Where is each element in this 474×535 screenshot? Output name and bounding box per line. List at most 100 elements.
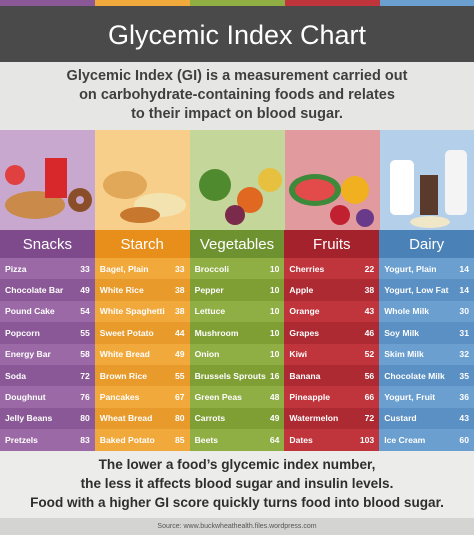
food-row: Sweet Potato 44 [94, 322, 190, 344]
food-row: Green Peas 48 [189, 386, 285, 408]
gi-value: 64 [269, 434, 280, 445]
food-name: Watermelon [289, 413, 339, 424]
food-name: Doughnut [5, 392, 46, 403]
food-column: Vegetables Broccoli 10 Pepper 10 Lettuce 10 Mus… [189, 230, 285, 451]
food-name: Beets [194, 434, 218, 445]
food-name: Bagel, Plain [99, 263, 149, 274]
food-name: Brussels Sprouts [194, 370, 266, 381]
gi-value: 49 [80, 285, 90, 296]
gi-value: 76 [80, 392, 90, 403]
food-row: Broccoli 10 [189, 258, 285, 280]
food-row: Chocolate Milk 35 [379, 364, 474, 387]
gi-value: 46 [364, 327, 375, 338]
gi-value: 14 [459, 263, 469, 274]
food-name: Lettuce [194, 306, 226, 317]
column-header: Fruits [284, 230, 380, 258]
gi-value: 43 [459, 413, 469, 424]
food-row: Energy Bar 58 [0, 343, 95, 365]
food-name: Orange [289, 306, 320, 317]
gi-value: 14 [459, 285, 469, 296]
intro-line: on carbohydrate-containing foods and rel… [79, 87, 395, 103]
food-name: Carrots [194, 413, 226, 424]
gi-value: 67 [175, 392, 185, 403]
food-name: Jelly Beans [5, 413, 53, 424]
food-row: Pretzels 83 [0, 429, 95, 451]
gi-value: 32 [459, 349, 469, 360]
food-row: Pancakes 67 [94, 386, 190, 408]
food-name: Pancakes [99, 392, 140, 403]
food-row: Cherries 22 [284, 258, 380, 280]
gi-value: 36 [459, 392, 469, 403]
color-strip [0, 0, 474, 6]
gi-value: 49 [269, 413, 280, 424]
food-name: Baked Potato [99, 434, 155, 445]
gi-value: 43 [364, 306, 375, 317]
food-name: Whole Milk [384, 306, 430, 317]
food-column: Dairy Yogurt, Plain 14 Yogurt, Low Fat 14 Who… [379, 230, 474, 451]
food-row: Bagel, Plain 33 [94, 258, 190, 280]
food-row: Soda 72 [0, 364, 95, 387]
gi-value: 22 [364, 263, 375, 274]
gi-value: 60 [459, 434, 469, 445]
food-name: Wheat Bread [99, 413, 153, 424]
gi-value: 72 [80, 370, 90, 381]
food-row: Banana 56 [284, 364, 380, 387]
column-header: Dairy [379, 230, 474, 258]
gi-value: 80 [80, 413, 90, 424]
gi-value: 58 [80, 349, 90, 360]
food-name: Apple [289, 285, 314, 296]
food-row: Grapes 46 [284, 322, 380, 344]
food-row: White Bread 49 [94, 343, 190, 365]
food-row: Skim Milk 32 [379, 343, 474, 365]
food-row: Pepper 10 [189, 279, 285, 301]
summary-line: the less it affects blood sugar and insu… [80, 476, 394, 491]
food-name: Pretzels [5, 434, 38, 445]
food-name: White Rice [99, 285, 144, 296]
column-header: Starch [94, 230, 190, 258]
food-name: Soy Milk [384, 327, 420, 338]
food-column: Fruits Cherries 22 Apple 38 Orange 43 Grapes 46 K… [284, 230, 380, 451]
food-name: Yogurt, Fruit [384, 392, 436, 403]
food-name: Cherries [289, 263, 325, 274]
column-header: Vegetables [189, 230, 285, 258]
food-row: Watermelon 72 [284, 407, 380, 430]
food-row: Mushroom 10 [189, 322, 285, 344]
food-name: Grapes [289, 327, 320, 338]
food-name: Mushroom [194, 327, 239, 338]
food-row: Yogurt, Plain 14 [379, 258, 474, 280]
food-row: Chocolate Bar 49 [0, 279, 95, 301]
gi-value: 52 [364, 349, 375, 360]
food-name: Kiwi [289, 349, 308, 360]
summary-line: Food with a higher GI score quickly turn… [30, 495, 444, 510]
food-name: Pound Cake [5, 306, 55, 317]
food-name: Popcorn [5, 327, 40, 338]
food-row: Ice Cream 60 [379, 429, 474, 451]
food-name: Ice Cream [384, 434, 426, 445]
food-row: Apple 38 [284, 279, 380, 301]
food-row: Soy Milk 31 [379, 322, 474, 344]
intro-line: Glycemic Index (GI) is a measurement car… [66, 68, 408, 84]
food-row: Doughnut 76 [0, 386, 95, 408]
food-name: Brown Rice [99, 370, 148, 381]
summary-line: The lower a food’s glycemic index number… [98, 457, 376, 472]
food-row: Jelly Beans 80 [0, 407, 95, 430]
summary: The lower a food’s glycemic index number… [0, 450, 474, 518]
gi-value: 66 [364, 392, 375, 403]
food-row: White Rice 38 [94, 279, 190, 301]
food-name: Yogurt, Low Fat [384, 285, 449, 296]
gi-value: 30 [459, 306, 469, 317]
gi-value: 55 [80, 327, 90, 338]
food-column: Snacks Pizza 33 Chocolate Bar 49 Pound Cake 54… [0, 230, 95, 451]
food-row: Pizza 33 [0, 258, 95, 280]
food-name: White Spaghetti [99, 306, 165, 317]
food-row: Baked Potato 85 [94, 429, 190, 451]
title: Glycemic Index Chart [0, 6, 474, 62]
food-row: Whole Milk 30 [379, 300, 474, 323]
gi-value: 44 [175, 327, 185, 338]
food-name: Chocolate Milk [384, 370, 445, 381]
gi-value: 38 [175, 285, 185, 296]
source: Source: www.buckwheathealth.files.wordpr… [0, 518, 474, 535]
food-row: Pound Cake 54 [0, 300, 95, 323]
gi-value: 56 [364, 370, 375, 381]
